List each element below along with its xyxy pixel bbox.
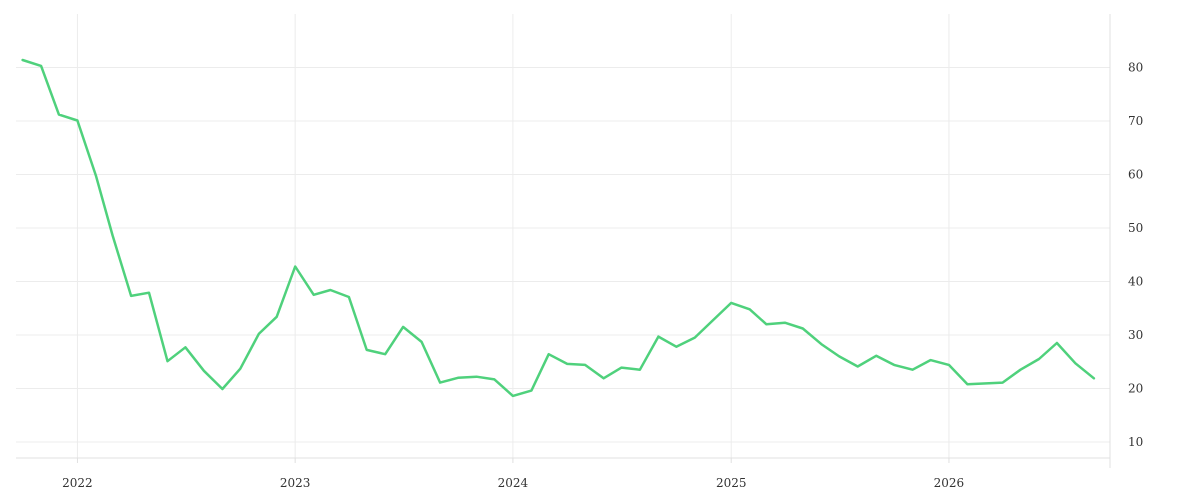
y-tick-label: 30 <box>1128 328 1143 342</box>
x-tick-label: 2023 <box>280 476 311 490</box>
y-tick-label: 80 <box>1128 60 1143 74</box>
x-tick-label: 2022 <box>62 476 93 490</box>
y-tick-label: 60 <box>1128 167 1143 181</box>
y-tick-label: 40 <box>1128 274 1143 288</box>
x-tick-label: 2026 <box>934 476 965 490</box>
axes <box>16 14 1111 468</box>
x-tick-label: 2024 <box>498 476 529 490</box>
y-tick-label: 50 <box>1128 221 1143 235</box>
y-tick-label: 20 <box>1128 381 1143 395</box>
x-tick-label: 2025 <box>716 476 747 490</box>
series-line-0 <box>21 58 1096 398</box>
y-tick-label: 10 <box>1128 435 1143 449</box>
series-layer <box>21 58 1096 398</box>
y-tick-label: 70 <box>1128 114 1143 128</box>
grid <box>16 14 1110 458</box>
tick-labels: 10 20 30 40 50 60 70 80 2022 2023 2024 2025 2026 <box>62 60 1143 490</box>
